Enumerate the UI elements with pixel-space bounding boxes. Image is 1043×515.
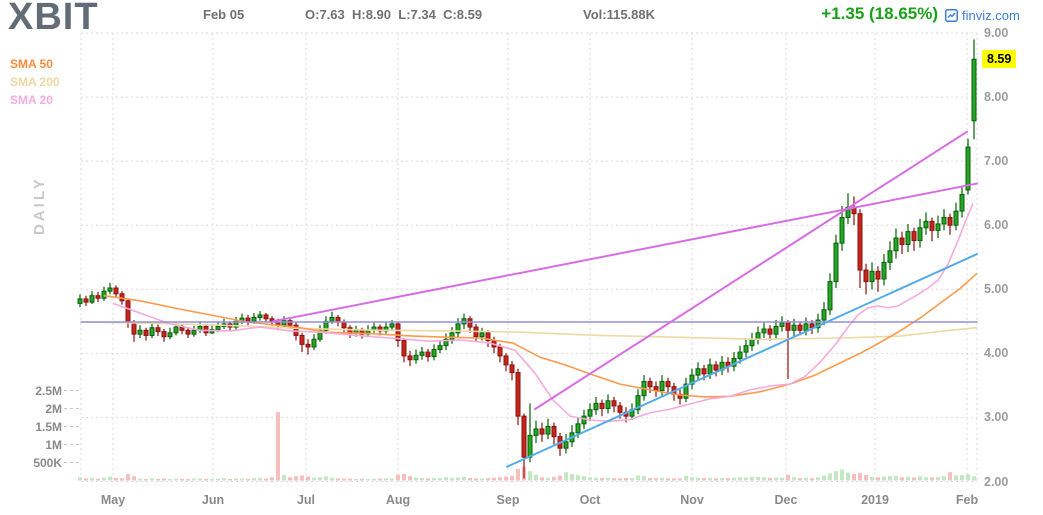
volume-tick-label: 1.5M	[35, 419, 62, 434]
month-tick-label: Feb	[955, 493, 979, 507]
price-tick-label: 4.00	[984, 346, 1009, 361]
legend-sma200: SMA 200	[10, 75, 60, 89]
price-tick-label: 8.00	[984, 90, 1009, 105]
month-tick-label: 2019	[861, 493, 889, 507]
price-tick-label: 2.00	[984, 474, 1009, 489]
volume-tick-label: 2M	[45, 401, 62, 416]
quote-volume: Vol:115.88K	[583, 7, 656, 22]
volume-tick-label: 1M	[45, 437, 62, 452]
month-tick-label: Oct	[579, 493, 601, 507]
legend-sma50: SMA 50	[10, 57, 53, 71]
price-tick-label: 3.00	[984, 410, 1009, 425]
month-tick-label: Jul	[296, 493, 316, 507]
month-tick-label: Jun	[201, 493, 225, 507]
finviz-logo-icon	[945, 9, 958, 22]
quote-close: C:8.59	[443, 7, 483, 22]
month-tick-label: Nov	[680, 493, 704, 507]
volume-tick-label: 2.5M	[35, 383, 62, 398]
month-tick-label: Aug	[385, 493, 411, 507]
ticker-symbol: XBIT	[8, 0, 99, 38]
quote-ohlc: O:7.63 H:8.90 L:7.34 C:8.59	[305, 7, 482, 22]
quote-high: H:8.90	[351, 7, 392, 22]
price-tick-label: 5.00	[984, 282, 1009, 297]
legend-sma20: SMA 20	[10, 93, 53, 107]
price-tick-label: 7.00	[984, 154, 1009, 169]
month-tick-label: Dec	[774, 493, 798, 507]
quote-date: Feb 05	[203, 7, 245, 22]
quote-open: O:7.63	[305, 7, 345, 22]
timeframe-label: DAILY	[31, 176, 48, 235]
price-tick-label: 9.00	[984, 26, 1009, 40]
month-tick-label: May	[100, 493, 126, 507]
price-tick-label: 6.00	[984, 218, 1009, 233]
last-price-badge: 8.59	[982, 50, 1017, 69]
finviz-link-text: finviz.com	[962, 8, 1020, 23]
month-tick-label: Sep	[496, 493, 520, 507]
quote-change: +1.35 (18.65%)	[821, 4, 938, 23]
quote-low: L:7.34	[398, 7, 436, 22]
volume-tick-label: 500K	[33, 455, 62, 470]
finviz-link[interactable]: finviz.com	[945, 8, 1020, 23]
